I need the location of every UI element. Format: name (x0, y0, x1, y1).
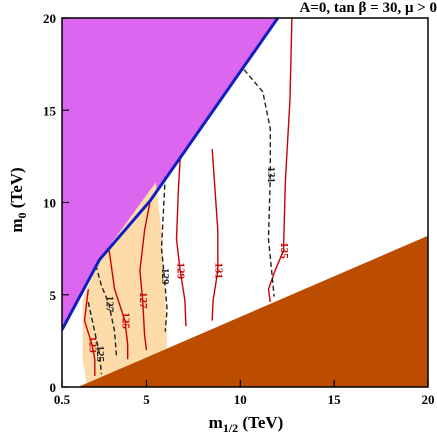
y-label-sub: 0 (15, 213, 29, 219)
contour-label: 125 (119, 312, 131, 329)
y-tick-label: 15 (43, 103, 57, 118)
x-tick-label: 0.5 (54, 392, 71, 407)
y-tick-label: 20 (43, 11, 56, 26)
y-tick-label: 10 (43, 196, 56, 211)
contour-label: 123 (86, 336, 98, 353)
y-label-main: m (7, 219, 26, 233)
x-tick-label: 20 (422, 392, 435, 407)
contour-line (211, 148, 219, 321)
contour-label: 131 (212, 263, 224, 280)
contour-line (108, 248, 129, 360)
contour-label: 129 (159, 268, 171, 285)
x-label-sub: 1/2 (223, 421, 238, 435)
contour-line (160, 176, 168, 332)
region (82, 182, 168, 384)
chart-title: A=0, tan β = 30, μ > 0 (300, 0, 437, 16)
x-label-unit: (TeV) (238, 413, 283, 432)
contour-label: 129 (175, 263, 187, 280)
contour-label: 131 (265, 167, 277, 184)
x-tick-label: 15 (328, 392, 342, 407)
contour-label: 127 (137, 292, 149, 309)
x-axis-label: m1/2 (TeV) (209, 413, 284, 435)
contour-label: 125 (94, 346, 106, 363)
y-axis-label: m0 (TeV) (7, 167, 29, 232)
contour-line (83, 289, 96, 376)
x-tick-label: 5 (143, 392, 150, 407)
contour-line (175, 158, 187, 327)
region (62, 18, 278, 330)
y-tick-label: 0 (50, 380, 57, 395)
boundary-line (62, 18, 280, 331)
y-label-unit: (TeV) (7, 167, 26, 212)
region (78, 235, 428, 387)
y-tick-label: 5 (50, 288, 57, 303)
contour-line (267, 18, 293, 303)
contour-line (139, 200, 151, 351)
contour-label: 135 (278, 242, 290, 259)
contour-label: 127 (103, 296, 115, 313)
contour-line (243, 69, 275, 297)
contour-line (95, 265, 118, 356)
x-tick-label: 10 (234, 392, 247, 407)
x-label-main: m (209, 413, 223, 432)
